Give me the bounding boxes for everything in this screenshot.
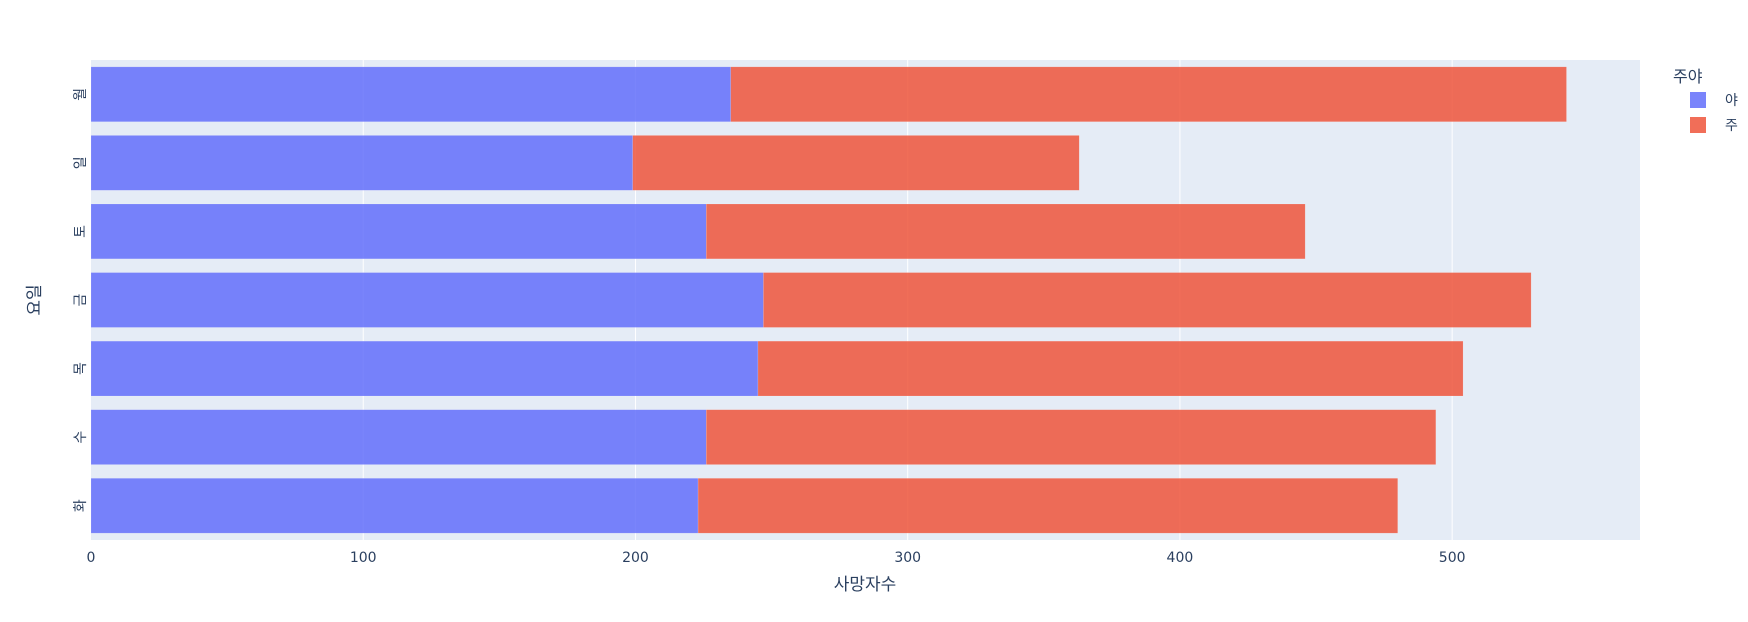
y-tick-label: 일 — [73, 156, 89, 169]
x-tick-label: 400 — [1167, 550, 1194, 566]
bar-segment — [632, 135, 1080, 191]
y-tick-label: 토 — [73, 225, 89, 238]
legend-items: 야주 — [1690, 92, 1738, 134]
bar-segment — [90, 409, 707, 465]
bar-segment — [757, 340, 1464, 397]
x-axis-ticks: 0 100 200 300 400 500 — [87, 550, 1466, 566]
x-tick-label: 200 — [622, 550, 649, 566]
x-axis-title: 사망자수 — [834, 575, 897, 595]
x-tick-label: 500 — [1439, 550, 1466, 566]
legend-label: 야 — [1725, 93, 1738, 109]
bar-segment — [697, 478, 1398, 534]
bar-segment — [90, 340, 759, 397]
y-axis-ticks: 화 수 목 금 토 일 월 — [73, 88, 89, 512]
legend-swatch — [1690, 92, 1706, 108]
bar-segment — [705, 203, 1306, 260]
x-tick-label: 100 — [350, 550, 377, 566]
bar-segment — [730, 66, 1567, 122]
bar-segment — [90, 203, 707, 260]
legend-title: 주야 — [1673, 67, 1703, 86]
y-axis-title: 요일 — [25, 284, 45, 315]
bar-segment — [90, 272, 764, 328]
x-tick-label: 0 — [87, 550, 96, 566]
x-tick-label: 300 — [894, 550, 921, 566]
bar-segment — [705, 409, 1437, 465]
bar-segment — [90, 135, 633, 191]
bars — [90, 66, 1567, 534]
y-tick-label: 목 — [73, 362, 89, 375]
y-tick-label: 금 — [73, 293, 89, 306]
legend-label: 주 — [1725, 118, 1738, 134]
bar-segment — [763, 272, 1532, 328]
bar-segment — [90, 478, 699, 534]
y-tick-label: 수 — [73, 431, 89, 444]
bar-segment — [90, 66, 731, 122]
y-tick-label: 월 — [73, 88, 89, 101]
legend: 주야 야주 — [1673, 67, 1738, 134]
legend-swatch — [1690, 117, 1706, 133]
y-tick-label: 화 — [73, 499, 89, 512]
